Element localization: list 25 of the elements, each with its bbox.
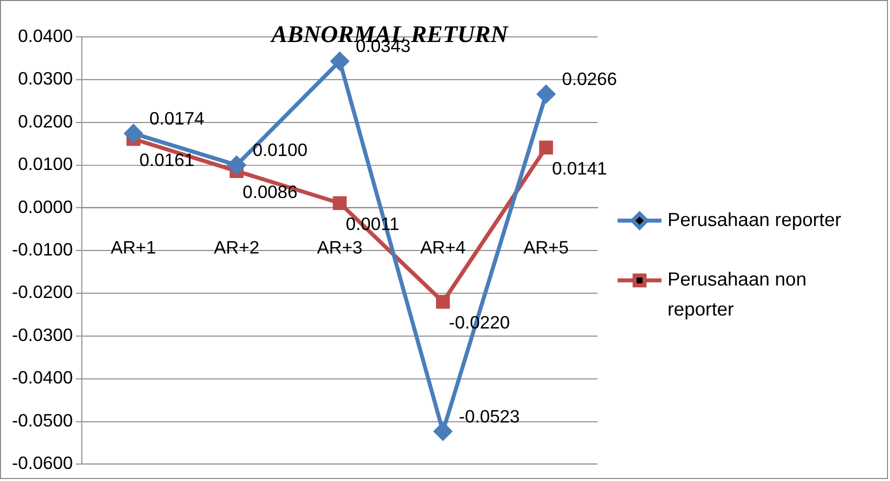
y-tick-label: -0.0500 (12, 410, 73, 430)
data-label: 0.0141 (552, 158, 607, 178)
y-tick-label: -0.0600 (12, 453, 73, 474)
data-label: 0.0174 (149, 108, 204, 128)
data-label: -0.0523 (458, 406, 520, 426)
data-label: 0.0100 (252, 140, 308, 160)
x-tick-label: AR+4 (420, 237, 466, 258)
data-label: 0.0161 (139, 150, 194, 170)
x-tick-label: AR+1 (110, 237, 156, 258)
y-tick-label: 0.0200 (18, 111, 73, 132)
x-tick-label: AR+5 (523, 237, 569, 258)
y-tick-label: 0.0100 (18, 154, 73, 174)
y-tick-label: 0.0400 (18, 26, 73, 46)
legend-label: Perusahaan non reporter (667, 270, 807, 321)
y-tick-label: -0.0200 (12, 282, 73, 302)
x-tick-label: AR+3 (317, 237, 362, 258)
y-tick-label: -0.0300 (12, 325, 73, 345)
legend-label: Perusahaan reporter (667, 210, 842, 231)
y-tick-label: 0.0300 (18, 68, 73, 89)
data-label: 0.0266 (562, 69, 617, 90)
data-label: 0.0086 (242, 182, 298, 202)
y-tick-label: -0.0100 (12, 240, 73, 260)
y-tick-label: -0.0400 (12, 368, 73, 388)
x-tick-label: AR+2 (214, 237, 260, 258)
y-tick-label: 0.0000 (18, 196, 73, 217)
